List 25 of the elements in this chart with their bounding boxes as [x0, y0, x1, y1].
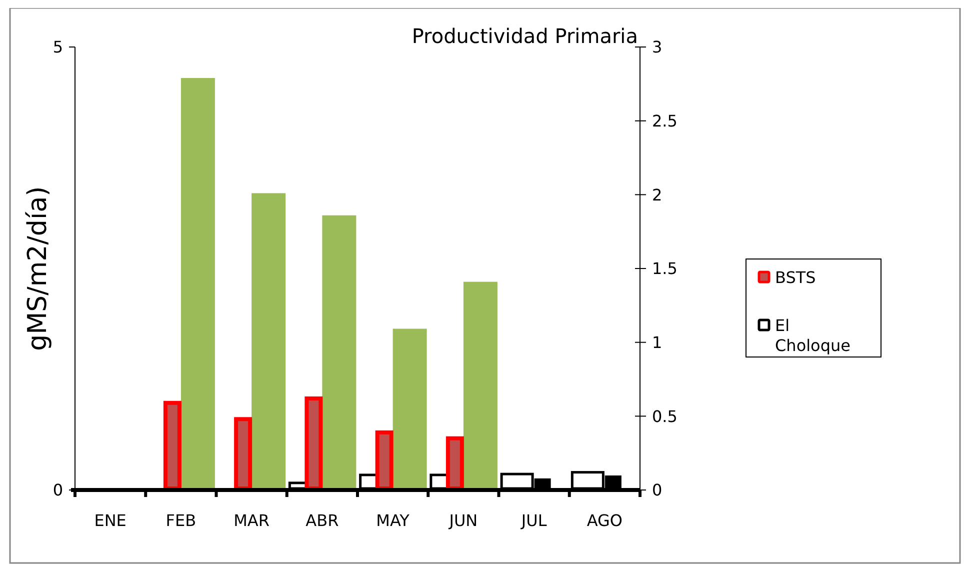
x-tick-label: JUN: [448, 511, 478, 530]
y2-tick-label: 2.5: [652, 111, 678, 130]
x-tick-label: ABR: [306, 511, 339, 530]
legend-label: El Choloque: [775, 316, 850, 355]
x-tick-label: MAR: [234, 511, 270, 530]
bar: [463, 282, 498, 490]
y2-tick-label: 1: [652, 332, 662, 352]
x-tick-label: ENE: [94, 511, 126, 530]
y-axis-title: gMS/m2/día): [23, 186, 53, 351]
bar: [322, 215, 356, 490]
y2-tick-label: 0: [652, 480, 662, 500]
x-tick-label: AGO: [586, 511, 623, 530]
y2-tick-label: 1.5: [652, 259, 678, 278]
y2-tick-label: 2: [652, 185, 662, 204]
x-tick-label: MAY: [376, 511, 410, 530]
x-tick-label: JUL: [520, 511, 547, 530]
y2-tick-label: 3: [652, 38, 662, 57]
y-tick-label: 5: [52, 38, 63, 57]
legend-label: BSTS: [775, 268, 816, 287]
x-tick-label: FEB: [166, 511, 196, 530]
bar: [180, 78, 215, 490]
y2-tick-label: 0.5: [652, 406, 678, 426]
bar: [252, 193, 286, 490]
bar: [392, 328, 427, 490]
chart-title: Productividad Primaria: [412, 24, 638, 48]
